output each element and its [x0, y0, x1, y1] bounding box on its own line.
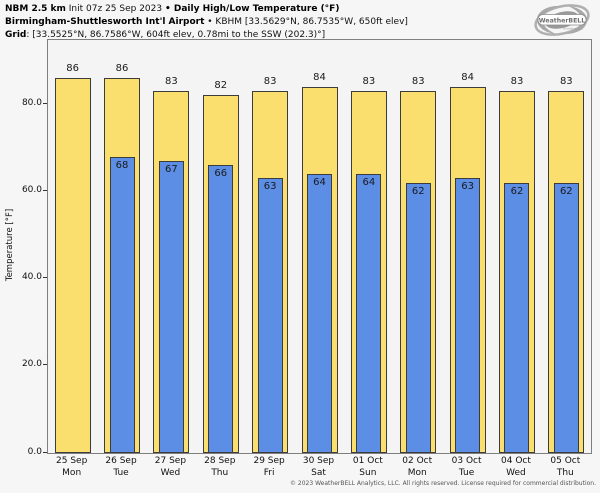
y-axis-title: Temperature [°F]	[5, 208, 15, 282]
bar-low	[158, 160, 184, 453]
weatherbell-swirl-icon: WeatherBELL Analytics LLC	[534, 4, 590, 36]
bar-high-value: 84	[461, 71, 474, 83]
header-segment: Birmingham-Shuttlesworth Int'l Airport	[5, 17, 205, 27]
x-tick-date: 30 Sep	[302, 456, 335, 466]
bar-low	[356, 173, 382, 453]
bar-low-value: 62	[411, 185, 425, 197]
x-tick-date: 04 Oct	[501, 456, 531, 466]
y-tick-label: 60.0	[21, 184, 42, 195]
header-line-1: NBM 2.5 km Init 07z 25 Sep 2023 • Daily …	[5, 3, 408, 16]
header-line-2: Birmingham-Shuttlesworth Int'l Airport •…	[5, 16, 408, 29]
bar-high-value: 83	[263, 76, 277, 88]
bar-high-value: 82	[214, 80, 228, 92]
bar-high-value: 84	[313, 71, 326, 83]
y-tick-mark	[43, 102, 47, 104]
bar-low-value: 66	[214, 168, 228, 180]
y-tick-label: 20.0	[21, 359, 42, 370]
x-tick-day: Fri	[263, 468, 275, 478]
weatherbell-logo-text: WeatherBELL	[539, 18, 585, 25]
x-tick-day: Sun	[359, 468, 377, 478]
x-tick-date: 03 Oct	[451, 456, 482, 466]
bar-low-value: 62	[559, 185, 573, 197]
x-tick-date: 05 Oct	[550, 456, 581, 466]
x-tick-date: 25 Sep	[56, 456, 88, 466]
y-tick-mark	[43, 364, 47, 366]
y-tick-mark	[43, 277, 47, 279]
x-tick-day: Mon	[407, 468, 427, 478]
weatherbell-logo-subtext: Analytics LLC	[563, 27, 583, 31]
y-tick-label: 0.0	[27, 446, 42, 457]
y-tick-label: 40.0	[21, 272, 42, 283]
bar-high-value: 83	[510, 76, 524, 88]
y-tick-mark	[43, 189, 47, 191]
header-segment: • KBHM [33.5629°N, 86.7535°W, 650ft elev…	[204, 17, 408, 27]
header-segment: NBM 2.5 km	[5, 4, 66, 14]
x-tick-day: Thu	[556, 468, 574, 478]
weatherbell-logo: WeatherBELL Analytics LLC	[529, 1, 595, 41]
bar-high-value: 83	[362, 76, 376, 88]
header-segment: Init 07z 25 Sep 2023	[65, 4, 165, 14]
x-tick-day: Tue	[458, 468, 475, 478]
x-tick-date: 01 Oct	[352, 456, 383, 466]
x-tick-day: Mon	[62, 468, 82, 478]
x-tick-day: Tue	[113, 468, 129, 478]
bar-low	[109, 156, 135, 453]
x-tick-day: Sat	[311, 468, 326, 478]
x-tick-day: Wed	[506, 468, 526, 478]
x-tick-day: Thu	[211, 468, 229, 478]
x-tick-date: 27 Sep	[154, 456, 187, 466]
header-segment: : [33.5525°N, 86.7586°W, 604ft elev, 0.7…	[26, 30, 326, 40]
bar-low-value: 64	[313, 176, 326, 188]
bar-low-value: 64	[362, 176, 376, 188]
x-tick-date: 02 Oct	[402, 456, 433, 466]
bar-high-value: 83	[411, 76, 425, 88]
header-segment: Grid	[5, 30, 27, 40]
header-line-3: Grid: [33.5525°N, 86.7586°W, 604ft elev,…	[5, 29, 408, 42]
bar-low-value: 67	[165, 163, 178, 175]
bar-low-value: 62	[510, 185, 524, 197]
bar-low	[455, 178, 481, 453]
bar-low-value: 68	[115, 159, 129, 171]
bar-low-value: 63	[461, 181, 474, 193]
bar-high	[54, 78, 91, 453]
x-tick-date: 29 Sep	[253, 456, 285, 466]
bar-low	[553, 182, 579, 453]
bar-high-value: 86	[66, 63, 80, 75]
bar-high-value: 83	[165, 76, 178, 88]
copyright-text: © 2023 WeatherBELL Analytics, LLC. All r…	[290, 480, 596, 487]
header-segment: • Daily High/Low Temperature (°F)	[164, 4, 340, 14]
bar-low	[208, 165, 234, 453]
bar-high-value: 86	[115, 63, 129, 75]
bar-low	[405, 182, 431, 453]
x-tick-date: 28 Sep	[204, 456, 236, 466]
y-tick-mark	[43, 451, 47, 453]
bar-low	[257, 178, 283, 453]
bar-low	[307, 173, 332, 453]
x-tick-day: Wed	[160, 468, 181, 478]
bar-low-value: 63	[263, 181, 277, 193]
plot-area: 86 86 68 83 67 82 66 83 63 84 64 83 64 83 62 84 63 83 62 83…	[47, 39, 592, 454]
bar-high-value: 83	[559, 76, 573, 88]
x-tick-date: 26 Sep	[105, 456, 137, 466]
chart-header: NBM 2.5 km Init 07z 25 Sep 2023 • Daily …	[5, 3, 408, 42]
y-tick-label: 80.0	[21, 97, 42, 108]
bar-low	[504, 182, 530, 453]
